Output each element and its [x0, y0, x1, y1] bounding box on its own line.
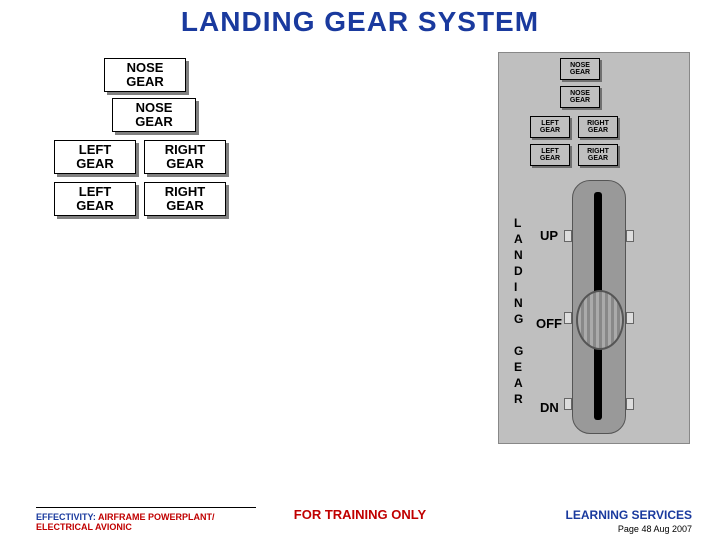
learning-services-label: LEARNING SERVICES — [566, 508, 692, 522]
nose-gear-1: NOSEGEAR — [104, 58, 186, 92]
gear-lever-wheel-handle[interactable] — [576, 290, 624, 350]
p-left-2: LEFTGEAR — [530, 144, 570, 166]
left-gear-1: LEFTGEAR — [54, 140, 136, 174]
vertical-letter — [514, 328, 523, 344]
page-title: LANDING GEAR SYSTEM — [0, 6, 720, 38]
pos-up: UP — [540, 228, 558, 243]
page-root: LANDING GEAR SYSTEM NOSEGEAR NOSEGEAR LEFT… — [0, 0, 720, 540]
right-gear-2: RIGHTGEAR — [144, 182, 226, 216]
left-gear-2: LEFTGEAR — [54, 182, 136, 216]
vertical-letter: E — [514, 360, 523, 376]
pos-off: OFF — [536, 316, 562, 331]
p-nose-2: NOSEGEAR — [560, 86, 600, 108]
vertical-letter: A — [514, 376, 523, 392]
vertical-letter: N — [514, 296, 523, 312]
vertical-letter: G — [514, 312, 523, 328]
lever-detent — [626, 230, 634, 242]
lever-detent — [564, 312, 572, 324]
lever-detent — [626, 312, 634, 324]
landing-gear-vertical-label: LANDING GEAR — [514, 216, 523, 408]
vertical-letter: L — [514, 216, 523, 232]
vertical-letter: A — [514, 232, 523, 248]
page-number-date: Page 48 Aug 2007 — [618, 524, 692, 534]
vertical-letter: D — [514, 264, 523, 280]
lever-detent — [564, 398, 572, 410]
vertical-letter: I — [514, 280, 523, 296]
p-right-2: RIGHTGEAR — [578, 144, 618, 166]
p-right-1: RIGHTGEAR — [578, 116, 618, 138]
lever-detent — [626, 398, 634, 410]
effectivity-line2: ELECTRICAL AVIONIC — [36, 522, 132, 532]
vertical-letter: G — [514, 344, 523, 360]
vertical-letter: N — [514, 248, 523, 264]
nose-gear-2: NOSEGEAR — [112, 98, 196, 132]
vertical-letter: R — [514, 392, 523, 408]
p-left-1: LEFTGEAR — [530, 116, 570, 138]
lever-detent — [564, 230, 572, 242]
right-gear-1: RIGHTGEAR — [144, 140, 226, 174]
pos-dn: DN — [540, 400, 559, 415]
p-nose-1: NOSEGEAR — [560, 58, 600, 80]
